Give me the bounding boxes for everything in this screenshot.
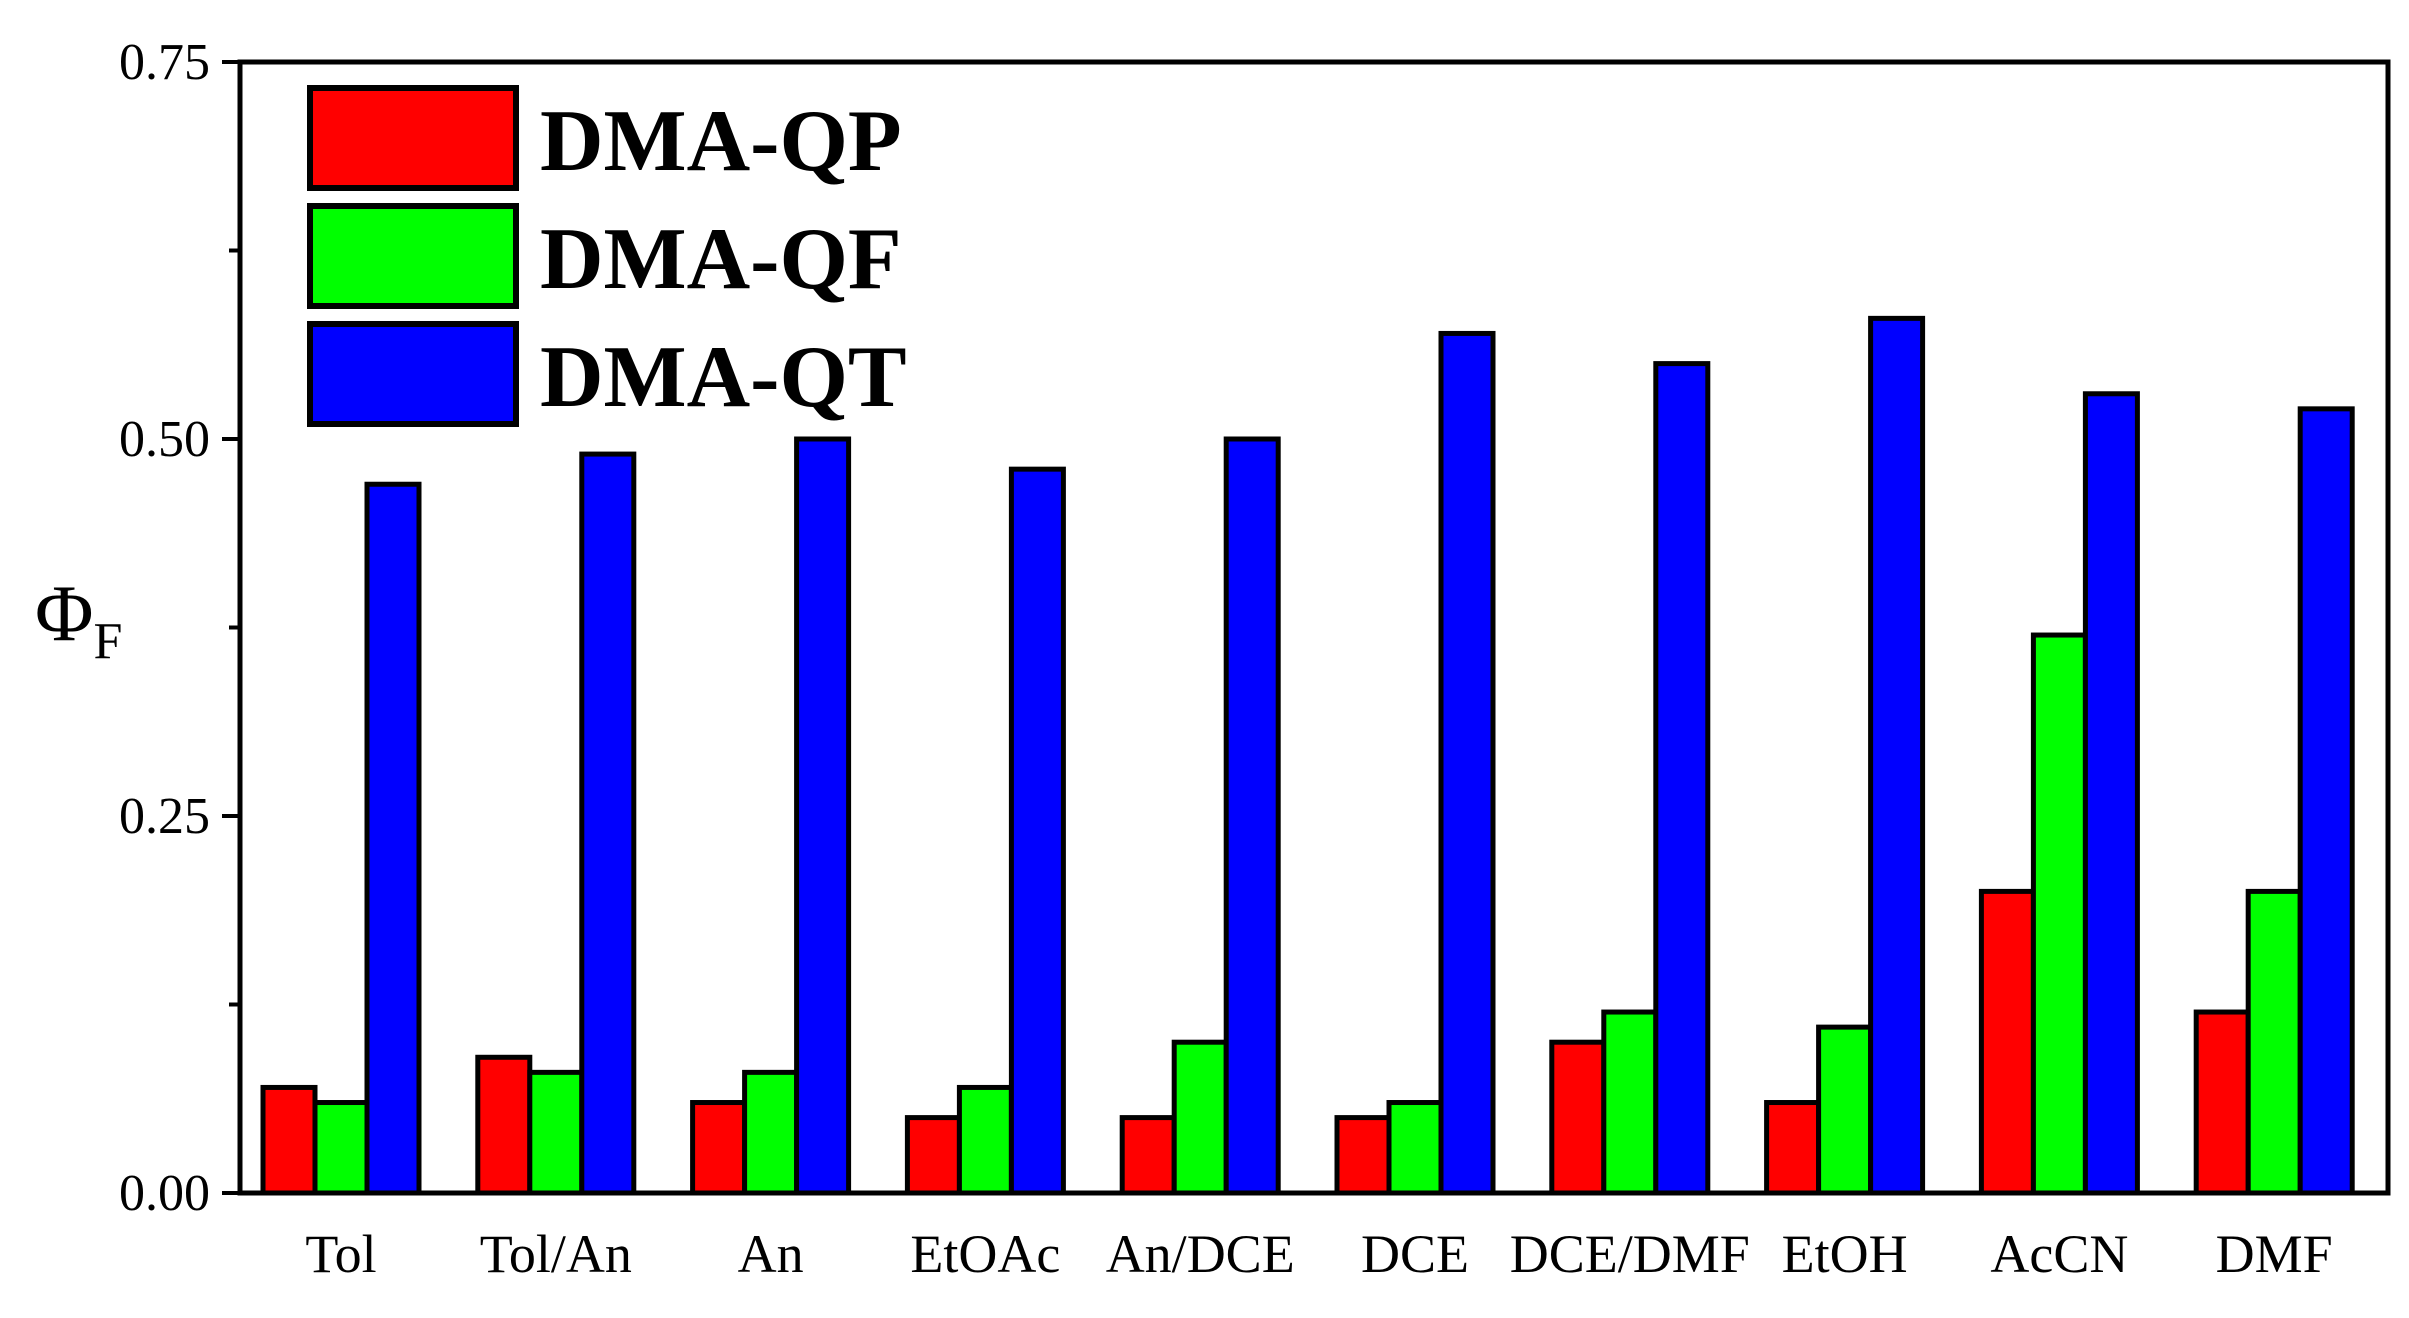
- bars-layer: [260, 315, 2355, 1196]
- x-tick-label: Tol/An: [480, 1224, 632, 1284]
- x-tick-label: AcCN: [1990, 1224, 2128, 1284]
- bar-dma-qf-dmf: [2245, 888, 2303, 1196]
- bar-dma-qt-an-dce: [1223, 436, 1281, 1196]
- bar-group: [1764, 315, 1926, 1196]
- bar-dma-qt-dce: [1438, 330, 1496, 1196]
- legend-label: DMA-QP: [540, 93, 902, 190]
- bar-dma-qt-dmf: [2297, 406, 2355, 1196]
- bar-dma-qf-dce-dmf: [1601, 1009, 1659, 1196]
- bar-group: [1119, 436, 1281, 1196]
- bar-dma-qt-etoac: [1008, 466, 1066, 1196]
- y-tick-label: 0.00: [119, 1165, 210, 1222]
- y-axis-label: ΦF: [35, 570, 122, 670]
- x-tick-label: DMF: [2216, 1224, 2333, 1284]
- bar-group: [2193, 406, 2355, 1196]
- bar-dma-qf-etoac: [956, 1084, 1014, 1196]
- bar-dma-qp-dce: [1334, 1115, 1392, 1196]
- bar-dma-qf-an-dce: [1171, 1039, 1229, 1196]
- bar-group: [1978, 391, 2140, 1196]
- bar-dma-qt-etoh: [1868, 315, 1926, 1196]
- bar-group: [1334, 330, 1496, 1196]
- y-tick-label: 0.50: [119, 411, 210, 468]
- x-tick-label: EtOAc: [910, 1224, 1060, 1284]
- legend-swatch: [307, 85, 519, 191]
- legend-label: DMA-QF: [540, 211, 902, 308]
- y-tick-label: 0.75: [119, 34, 210, 91]
- bar-dma-qp-dce-dmf: [1549, 1039, 1607, 1196]
- bar-dma-qp-an-dce: [1119, 1115, 1177, 1196]
- legend: DMA-QP DMA-QF DMA-QT: [307, 85, 907, 427]
- legend-label: DMA-QT: [540, 329, 907, 426]
- bar-dma-qp-tol-an: [475, 1054, 533, 1196]
- x-tick-label: An: [738, 1224, 804, 1284]
- bar-dma-qf-dce: [1386, 1100, 1444, 1196]
- bar-dma-qp-dmf: [2193, 1009, 2251, 1196]
- x-tick-label: EtOH: [1782, 1224, 1908, 1284]
- bar-group: [475, 451, 637, 1196]
- x-tick-label: Tol: [305, 1224, 376, 1284]
- bar-dma-qp-accn: [1978, 888, 2036, 1196]
- legend-item: DMA-QF: [307, 203, 902, 309]
- legend-swatch: [307, 321, 519, 427]
- y-axis-label-subscript: F: [93, 613, 122, 670]
- bar-dma-qf-accn: [2030, 632, 2088, 1196]
- bar-dma-qf-an: [742, 1069, 800, 1196]
- bar-dma-qt-tol-an: [579, 451, 637, 1196]
- bar-group: [904, 466, 1066, 1196]
- bar-dma-qf-tol: [312, 1100, 370, 1196]
- bar-dma-qt-dce-dmf: [1653, 361, 1711, 1196]
- bar-dma-qt-accn: [2082, 391, 2140, 1196]
- y-tick-label: 0.25: [119, 788, 210, 845]
- y-axis: 0.00 0.25 0.50 0.75: [119, 34, 240, 1222]
- bar-dma-qp-etoac: [904, 1115, 962, 1196]
- x-tick-label: An/DCE: [1106, 1224, 1295, 1284]
- x-axis: Tol Tol/An An EtOAc An/DCE DCE DCE/DMF EtOH AcCN…: [305, 1224, 2332, 1284]
- bar-dma-qt-tol: [364, 481, 422, 1196]
- bar-dma-qf-tol-an: [527, 1069, 585, 1196]
- bar-group: [1549, 361, 1711, 1196]
- x-tick-label: DCE: [1361, 1224, 1469, 1284]
- bar-dma-qp-tol: [260, 1084, 318, 1196]
- bar-dma-qp-an: [690, 1100, 748, 1196]
- legend-item: DMA-QT: [307, 321, 907, 427]
- y-axis-label-symbol: Φ: [35, 570, 93, 658]
- x-tick-label: DCE/DMF: [1510, 1224, 1750, 1284]
- bar-group: [690, 436, 852, 1196]
- bar-dma-qf-etoh: [1816, 1024, 1874, 1196]
- legend-item: DMA-QP: [307, 85, 902, 191]
- bar-group: [260, 481, 422, 1196]
- legend-swatch: [307, 203, 519, 309]
- bar-dma-qt-an: [794, 436, 852, 1196]
- bar-dma-qp-etoh: [1764, 1100, 1822, 1196]
